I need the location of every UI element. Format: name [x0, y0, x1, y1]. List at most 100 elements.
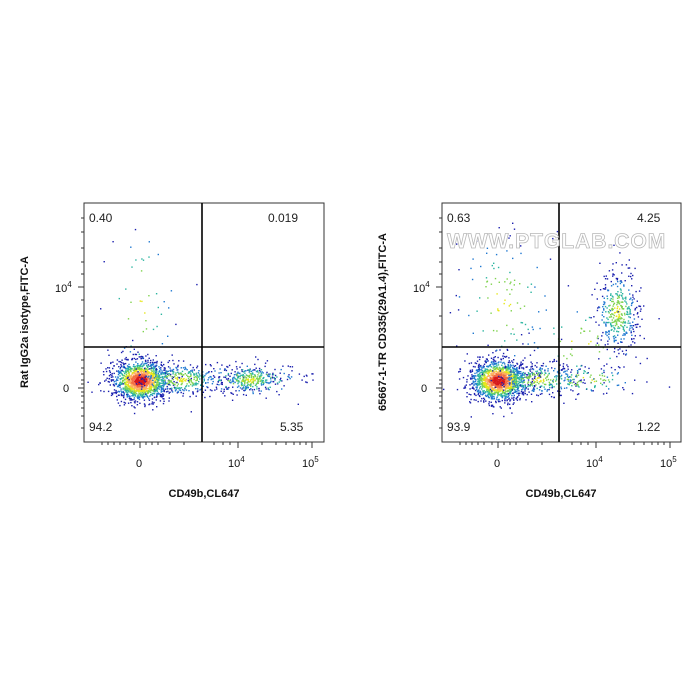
event-dot: [202, 391, 205, 393]
event-dot: [236, 378, 238, 381]
event-dot: [139, 377, 141, 379]
x-tick-label-0: 0: [494, 458, 500, 470]
event-dot: [191, 370, 193, 372]
event-dot: [494, 365, 496, 368]
event-dot: [567, 378, 569, 381]
event-dot: [537, 373, 539, 375]
event-dot: [118, 372, 121, 375]
event-dot: [260, 369, 263, 371]
event-dot: [505, 368, 507, 370]
event-dot: [187, 375, 189, 378]
event-dot: [620, 341, 622, 343]
event-dot: [142, 392, 145, 395]
event-dot: [556, 371, 559, 373]
event-dot: [139, 395, 141, 397]
event-dot: [484, 380, 487, 382]
event-dot: [135, 385, 138, 387]
event-dot: [167, 383, 170, 386]
event-dot: [177, 366, 179, 368]
event-dot: [509, 293, 511, 295]
event-dot: [244, 382, 246, 384]
event-dot: [516, 362, 518, 365]
event-dot: [628, 306, 630, 308]
event-dot: [540, 381, 542, 383]
event-dot: [225, 369, 228, 372]
event-dot: [499, 379, 501, 381]
event-dot: [147, 366, 149, 368]
event-dot: [516, 384, 518, 386]
event-dot: [513, 333, 515, 335]
event-dot: [141, 383, 143, 386]
event-dot: [175, 374, 177, 376]
event-dot: [593, 378, 595, 380]
event-dot: [476, 310, 478, 312]
event-dot: [507, 376, 509, 378]
event-dot: [492, 329, 495, 332]
event-dot: [485, 378, 487, 380]
event-dot: [538, 372, 540, 375]
event-dot: [185, 389, 188, 391]
event-dot: [523, 374, 525, 376]
event-dot: [209, 375, 211, 378]
event-dot: [269, 373, 271, 375]
event-dot: [543, 383, 546, 386]
event-dot: [490, 283, 493, 285]
event-dot: [545, 377, 547, 379]
event-dot: [157, 380, 159, 383]
event-dot: [514, 386, 516, 388]
event-dot: [625, 298, 627, 300]
event-dot: [123, 391, 125, 394]
event-dot: [578, 368, 580, 371]
event-dot: [494, 363, 496, 366]
event-dot: [179, 379, 182, 381]
event-dot: [597, 307, 599, 309]
event-dot: [508, 392, 511, 394]
event-dot: [249, 389, 251, 391]
event-dot: [481, 373, 484, 376]
event-dot: [513, 402, 515, 404]
event-dot: [132, 374, 135, 376]
event-dot: [138, 374, 140, 377]
event-dot: [116, 370, 118, 372]
event-dot: [484, 369, 487, 372]
event-dot: [620, 321, 622, 323]
event-dot: [161, 380, 163, 382]
event-dot: [510, 375, 513, 377]
event-dot: [475, 369, 478, 372]
event-dot: [123, 347, 126, 349]
event-dot: [509, 379, 511, 381]
event-dot: [513, 365, 516, 368]
event-dot: [514, 385, 516, 387]
event-dot: [539, 385, 542, 388]
event-dot: [143, 375, 145, 377]
event-dot: [242, 378, 244, 381]
event-dot: [512, 383, 514, 385]
event-dot: [533, 382, 535, 384]
event-dot: [509, 374, 511, 377]
event-dot: [533, 381, 535, 383]
event-dot: [264, 362, 267, 364]
event-dot: [492, 378, 494, 380]
event-dot: [185, 380, 187, 382]
event-dot: [131, 266, 133, 268]
event-dot: [541, 368, 543, 370]
event-dot: [514, 373, 516, 376]
event-dot: [506, 324, 508, 327]
event-dot: [242, 376, 244, 378]
event-dot: [248, 384, 250, 386]
event-dot: [529, 370, 532, 372]
event-dot: [141, 367, 143, 369]
event-dot: [484, 375, 486, 377]
event-dot: [498, 367, 501, 369]
event-dot: [245, 387, 247, 389]
event-dot: [491, 374, 493, 376]
event-dot: [147, 381, 149, 383]
event-dot: [246, 375, 248, 377]
event-dot: [623, 388, 625, 391]
event-dot: [509, 383, 512, 385]
event-dot: [150, 387, 152, 390]
event-dot: [617, 326, 620, 328]
event-dot: [163, 373, 165, 375]
event-dot: [189, 395, 191, 398]
event-dot: [218, 384, 220, 386]
